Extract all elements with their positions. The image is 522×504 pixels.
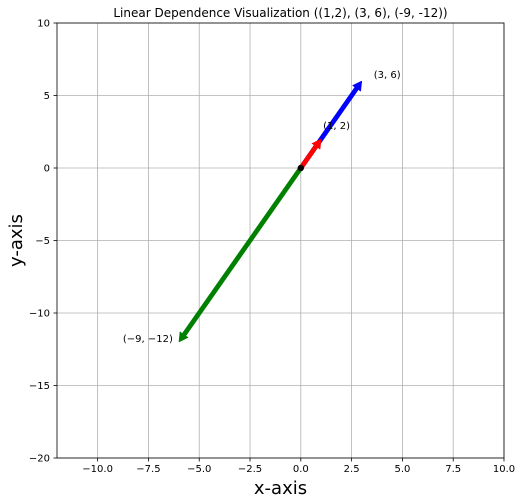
- x-tick-label: −10.0: [82, 464, 113, 475]
- y-tick-label: 5: [44, 91, 50, 102]
- y-tick-label: −10: [29, 309, 50, 320]
- y-tick-label: −15: [29, 381, 50, 392]
- x-tick-label: 7.5: [445, 464, 461, 475]
- chart-title: Linear Dependence Visualization ((1,2), …: [113, 6, 447, 20]
- y-tick-label: 0: [44, 164, 50, 175]
- x-axis-label: x-axis: [254, 478, 307, 499]
- y-tick-label: −5: [35, 236, 50, 247]
- x-tick-label: −5.0: [187, 464, 211, 475]
- vector-annotations: (3, 6) (−9, −12) (1, 2): [123, 70, 401, 345]
- x-tick-label: 0.0: [293, 464, 309, 475]
- y-axis-ticks: −20 −15 −10 −5 0 5 10: [29, 19, 57, 465]
- vector-label-0: (3, 6): [374, 70, 401, 81]
- x-tick-label: 10.0: [493, 464, 515, 475]
- origin: [297, 164, 305, 172]
- x-axis-ticks: −10.0 −7.5 −5.0 −2.5 0.0 2.5 5.0 7.5 10.0: [82, 458, 515, 475]
- y-tick-label: 10: [37, 19, 50, 30]
- x-tick-label: 2.5: [344, 464, 360, 475]
- vector-arrow-1: [178, 166, 303, 343]
- vector-label-1: (−9, −12): [123, 334, 173, 345]
- vector-arrow-2: [298, 138, 322, 170]
- vectors: [178, 80, 363, 343]
- x-tick-label: −2.5: [238, 464, 262, 475]
- origin-point: [297, 164, 305, 172]
- y-axis-label: y-axis: [6, 214, 27, 267]
- vector-label-2: (1, 2): [323, 121, 350, 132]
- x-tick-label: −7.5: [136, 464, 160, 475]
- y-tick-label: −20: [29, 454, 50, 465]
- x-tick-label: 5.0: [394, 464, 410, 475]
